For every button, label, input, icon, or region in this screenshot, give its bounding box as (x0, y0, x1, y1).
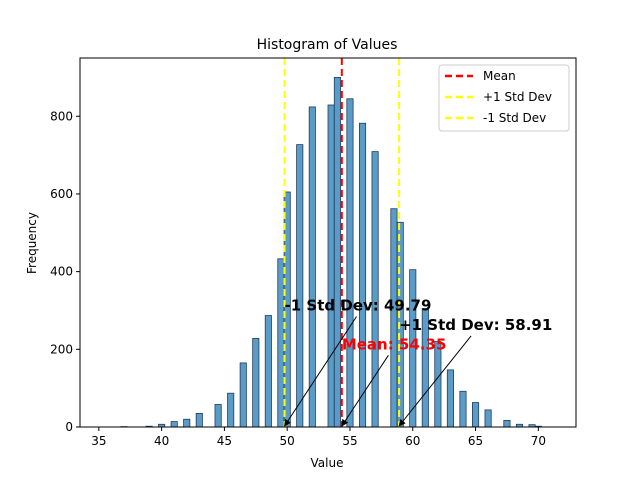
bars-layer (120, 77, 542, 428)
histogram-bar (195, 413, 203, 428)
x-tick-label: 45 (217, 434, 232, 448)
legend-label: +1 Std Dev (483, 90, 552, 104)
chart-title: Histogram of Values (257, 37, 398, 53)
y-tick-label: 800 (50, 109, 73, 123)
x-tick-label: 60 (405, 434, 420, 448)
y-axis-label: Frequency (25, 212, 39, 274)
x-axis-label: Value (311, 456, 344, 470)
y-tick-label: 600 (50, 187, 73, 201)
reference-lines-layer (283, 58, 401, 427)
axis-ticks-layer: 35 40 45 50 55 60 65 70 0 200 400 600 800 (50, 109, 546, 448)
histogram-bar (170, 421, 178, 428)
histogram-bar (484, 409, 492, 428)
histogram-bar (459, 390, 467, 428)
annotation-arrow (284, 316, 357, 427)
histogram-bar (296, 144, 304, 428)
legend: Mean +1 Std Dev -1 Std Dev (438, 64, 570, 132)
histogram-bar (183, 418, 191, 428)
histogram-bar (371, 151, 379, 428)
annotations-layer: -1 Std Dev: 49.79 Mean: 54.35+1 Std Dev: … (284, 296, 552, 427)
histogram-bar (252, 338, 260, 428)
x-tick-label: 55 (342, 434, 357, 448)
histogram-bar (333, 77, 341, 428)
annotation-label: Mean: 54.35 (342, 335, 447, 353)
histogram-bar (239, 362, 247, 428)
y-tick-label: 0 (65, 420, 73, 434)
x-tick-label: 65 (468, 434, 483, 448)
histogram-bar (390, 208, 398, 428)
legend-label: Mean (483, 69, 516, 83)
histogram-bar (346, 98, 354, 428)
legend-box (438, 64, 570, 132)
histogram-bar (434, 341, 442, 428)
x-tick-label: 40 (154, 434, 169, 448)
histogram-bar (277, 258, 285, 428)
histogram-bar (472, 402, 480, 428)
histogram-bar (446, 369, 454, 428)
histogram-bar (227, 392, 235, 428)
annotation-arrow (398, 335, 472, 427)
x-tick-label: 50 (280, 434, 295, 448)
annotation-label: +1 Std Dev: 58.91 (399, 316, 552, 334)
histogram-bar (327, 104, 335, 428)
legend-label: -1 Std Dev (483, 111, 546, 125)
histogram-bar (503, 419, 511, 428)
x-tick-label: 35 (91, 434, 106, 448)
y-tick-label: 200 (50, 342, 73, 356)
histogram-bar (358, 122, 367, 428)
plot-frame (79, 57, 577, 428)
histogram-bar (308, 106, 316, 428)
histogram-bar (214, 404, 222, 428)
x-tick-label: 70 (531, 434, 546, 448)
annotation-label: -1 Std Dev: 49.79 (285, 296, 432, 314)
histogram-bar (264, 315, 272, 428)
y-tick-label: 400 (50, 265, 73, 279)
annotation-arrow (341, 355, 389, 427)
